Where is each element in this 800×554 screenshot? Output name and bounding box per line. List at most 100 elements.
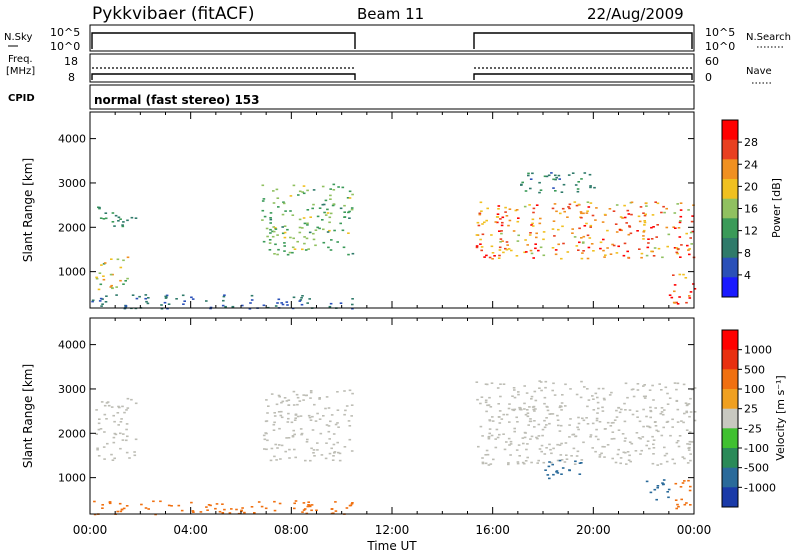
colorbar-cell xyxy=(722,238,738,258)
range-cell xyxy=(611,243,614,246)
range-cell xyxy=(615,231,619,233)
range-cell xyxy=(537,423,541,426)
range-cell xyxy=(555,210,558,213)
range-cell xyxy=(667,496,670,499)
range-cell xyxy=(97,288,101,291)
range-cell xyxy=(498,416,501,418)
range-cell xyxy=(126,277,129,280)
range-cell xyxy=(103,404,107,407)
range-cell xyxy=(100,305,103,307)
range-cell xyxy=(554,174,557,177)
range-cell xyxy=(604,254,607,256)
range-cell xyxy=(660,407,664,409)
range-cell xyxy=(571,172,575,174)
range-cell xyxy=(116,510,119,513)
range-cell xyxy=(496,213,500,215)
range-cell xyxy=(487,464,491,466)
beam-label: Beam 11 xyxy=(357,5,424,23)
range-cell xyxy=(667,233,671,236)
range-cell xyxy=(338,459,342,462)
range-cell xyxy=(342,246,346,249)
nsky-label: N.Sky xyxy=(4,32,32,43)
range-cell xyxy=(348,197,352,199)
range-cell xyxy=(311,429,315,431)
range-cell xyxy=(594,219,597,221)
range-cell xyxy=(651,214,655,216)
range-cell xyxy=(293,433,296,436)
range-cell xyxy=(513,430,516,433)
range-cell xyxy=(522,442,525,445)
range-cell xyxy=(664,386,668,389)
range-cell xyxy=(682,383,686,386)
range-cell xyxy=(691,215,694,217)
range-cell xyxy=(561,467,565,469)
range-cell xyxy=(556,472,560,474)
range-cell xyxy=(551,228,555,230)
range-cell xyxy=(484,401,488,404)
range-cell xyxy=(286,228,289,231)
range-cell xyxy=(675,301,678,304)
range-cell xyxy=(117,220,120,222)
range-cell xyxy=(344,409,347,412)
range-cell xyxy=(339,207,343,210)
nsky-tick-top: 10^5 xyxy=(50,26,80,39)
range-cell xyxy=(591,214,595,217)
range-cell xyxy=(480,396,484,398)
range-cell xyxy=(484,454,487,456)
range-cell xyxy=(147,297,150,299)
range-cell xyxy=(654,407,657,409)
range-cell xyxy=(337,451,340,454)
range-cell xyxy=(548,461,551,463)
range-cell xyxy=(290,421,294,424)
range-cell xyxy=(687,403,691,405)
range-cell xyxy=(595,428,598,431)
freq-tick-bottom: 8 xyxy=(68,71,75,84)
range-cell xyxy=(299,415,303,417)
range-cell xyxy=(485,254,488,257)
range-cell xyxy=(531,225,535,227)
range-cell xyxy=(123,411,126,414)
range-cell xyxy=(623,216,627,219)
range-cell xyxy=(309,216,312,218)
range-cell xyxy=(599,241,603,244)
colorbar-cell xyxy=(722,408,738,429)
range-cell xyxy=(533,410,536,412)
range-cell xyxy=(484,462,488,465)
range-cell xyxy=(308,298,311,300)
range-cell xyxy=(568,469,571,472)
range-cell xyxy=(636,230,639,232)
range-cell xyxy=(145,300,148,303)
range-cell xyxy=(574,184,578,186)
range-cell xyxy=(555,176,558,179)
range-cell xyxy=(677,445,681,448)
range-cell xyxy=(305,237,309,240)
range-cell xyxy=(497,403,500,405)
range-cell xyxy=(593,186,596,189)
range-cell xyxy=(537,459,540,462)
range-cell xyxy=(102,278,106,281)
range-cell xyxy=(103,262,107,264)
range-cell xyxy=(512,387,516,389)
range-cell xyxy=(223,294,226,296)
range-cell xyxy=(300,432,304,435)
range-cell xyxy=(501,221,504,224)
range-cell xyxy=(271,235,275,238)
range-cell xyxy=(298,218,302,221)
range-cell xyxy=(643,220,646,222)
range-cell xyxy=(577,203,581,206)
range-cell xyxy=(327,246,330,249)
range-cell xyxy=(323,211,326,214)
range-cell xyxy=(649,406,652,409)
range-cell xyxy=(523,436,527,439)
range-cell xyxy=(675,507,678,510)
range-cell xyxy=(273,509,277,512)
colorbar-cell xyxy=(722,428,738,449)
range-cell xyxy=(578,227,581,230)
colorbar-cell xyxy=(722,389,738,409)
range-cell xyxy=(688,489,692,492)
range-cell xyxy=(269,228,272,231)
range-cell xyxy=(167,303,171,305)
range-cell xyxy=(182,303,185,305)
range-cell xyxy=(638,220,642,223)
range-cell xyxy=(585,222,588,225)
